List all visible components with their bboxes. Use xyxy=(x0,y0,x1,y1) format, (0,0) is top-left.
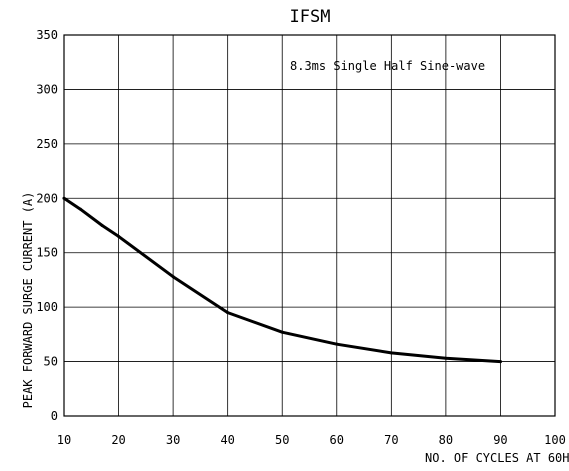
data-point xyxy=(100,224,104,227)
y-tick-label: 100 xyxy=(36,300,58,314)
x-tick-label: 100 xyxy=(544,433,566,447)
data-point xyxy=(335,342,339,346)
y-tick-label: 350 xyxy=(36,28,58,42)
y-tick-label: 0 xyxy=(51,409,58,423)
x-tick-label: 80 xyxy=(439,433,453,447)
plot-frame xyxy=(63,34,556,417)
y-axis-label: PEAK FORWARD SURGE CURRENT (A) xyxy=(21,192,35,409)
x-axis-label: NO. OF CYCLES AT 60Hz xyxy=(425,451,569,465)
x-axis: 10 20 30 40 50 60 70 80 90 100 xyxy=(57,433,566,447)
y-tick-label: 150 xyxy=(36,246,58,260)
chart-title: IFSM xyxy=(290,7,331,27)
y-tick-label: 200 xyxy=(36,191,58,205)
waveform-annotation: 8.3ms Single Half Sine-wave xyxy=(290,59,485,73)
x-tick-label: 90 xyxy=(493,433,507,447)
x-tick-label: 50 xyxy=(275,433,289,447)
y-axis: 0 50 100 150 200 250 300 350 xyxy=(36,28,58,423)
series-group xyxy=(62,196,502,364)
x-tick-label: 30 xyxy=(166,433,180,447)
y-tick-label: 250 xyxy=(36,137,58,151)
data-point xyxy=(389,351,393,355)
x-tick-label: 70 xyxy=(384,433,398,447)
y-tick-label: 50 xyxy=(44,355,58,369)
data-point xyxy=(171,275,175,279)
y-tick-label: 300 xyxy=(36,82,58,96)
data-point xyxy=(498,360,502,364)
x-tick-label: 20 xyxy=(111,433,125,447)
data-point xyxy=(280,330,284,334)
data-point xyxy=(226,311,230,315)
x-tick-label: 40 xyxy=(220,433,234,447)
data-point xyxy=(78,207,82,211)
data-point xyxy=(117,234,121,238)
x-tick-label: 60 xyxy=(330,433,344,447)
data-point xyxy=(444,356,448,360)
data-point xyxy=(62,196,66,200)
x-tick-label: 10 xyxy=(57,433,71,447)
